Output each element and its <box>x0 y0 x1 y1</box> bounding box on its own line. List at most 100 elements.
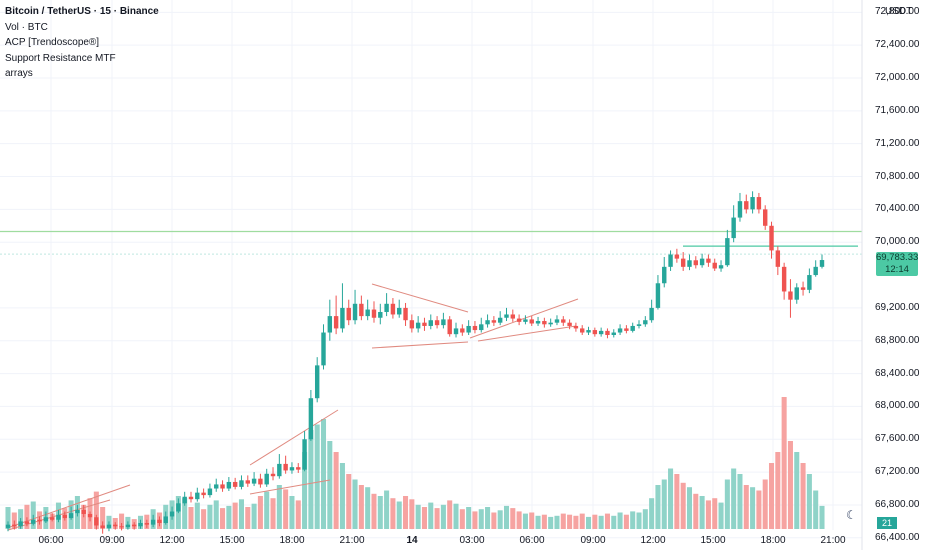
volume-bar <box>649 498 655 529</box>
time-tick-label[interactable]: 18:00 <box>279 535 305 546</box>
candle-body <box>81 509 86 514</box>
time-tick-label[interactable]: 15:00 <box>219 535 245 546</box>
volume-bar <box>712 498 718 529</box>
candle-body <box>756 197 762 210</box>
price-tick-label[interactable]: 70,800.00 <box>875 170 920 182</box>
candle-body <box>807 275 812 290</box>
time-tick-label[interactable]: 09:00 <box>580 535 606 546</box>
time-tick-label[interactable]: 18:00 <box>760 535 786 546</box>
volume-bar <box>737 474 743 529</box>
pattern-trendline <box>9 484 131 528</box>
candle-body <box>554 319 560 323</box>
price-tick-label[interactable]: 68,800.00 <box>875 334 920 346</box>
price-tick-label[interactable]: 66,800.00 <box>875 498 920 510</box>
symbol-title[interactable]: Bitcoin / TetherUS · 15 · Binance <box>5 6 159 17</box>
price-tick-label[interactable]: 72,800.00 <box>875 6 920 18</box>
candle-body <box>453 328 459 335</box>
candle-body <box>264 473 269 485</box>
candle-body <box>296 467 301 470</box>
pattern-lines <box>7 283 579 531</box>
candle-body <box>94 517 99 526</box>
volume-bar <box>579 513 585 529</box>
volume-bar <box>497 510 503 529</box>
volume-bar <box>264 491 270 529</box>
time-tick-label[interactable]: 12:00 <box>159 535 185 546</box>
candle-body <box>731 217 736 239</box>
candle-body <box>144 523 150 525</box>
time-tick-label[interactable]: 06:00 <box>519 535 545 546</box>
bar-countdown: 12:14 <box>885 264 909 275</box>
candle-body <box>434 320 440 326</box>
price-tick-label[interactable]: 70,000.00 <box>875 236 920 248</box>
volume-bar <box>428 502 434 529</box>
srmtf-indicator-label[interactable]: Support Resistance MTF <box>5 52 116 64</box>
price-tick-label[interactable]: 72,000.00 <box>875 72 920 83</box>
candle-body <box>31 519 36 524</box>
candle-body <box>125 524 131 528</box>
volume-bar <box>371 493 377 529</box>
price-tick-label[interactable]: 66,400.00 <box>875 531 920 543</box>
currency-unit[interactable]: USDT <box>885 6 913 17</box>
price-tick-label[interactable]: 68,400.00 <box>875 367 920 379</box>
candle-body <box>643 320 648 325</box>
candle-body <box>157 519 162 524</box>
candle-body <box>769 225 774 251</box>
candle-body <box>491 320 497 323</box>
candle-body <box>598 330 604 335</box>
candle-body <box>586 330 591 333</box>
candle-body <box>611 332 616 335</box>
time-tick-label[interactable]: 21:00 <box>820 535 846 546</box>
time-tick-label[interactable]: 15:00 <box>700 535 726 546</box>
candle-body <box>378 312 383 318</box>
volume-bar <box>270 498 276 529</box>
candle-body <box>479 324 484 331</box>
time-tick-label[interactable]: 14 <box>406 535 418 546</box>
volume-bar <box>93 491 99 529</box>
volume-bar <box>598 515 604 529</box>
price-tick-label[interactable]: 69,200.00 <box>875 301 920 313</box>
pattern-trendline <box>477 325 577 342</box>
time-tick-label[interactable]: 06:00 <box>38 535 64 546</box>
price-tick-label[interactable]: 71,600.00 <box>875 104 920 116</box>
volume-bar <box>592 514 598 529</box>
candle-body <box>504 314 509 318</box>
price-tick-label[interactable]: 67,200.00 <box>875 466 920 478</box>
volume-bar <box>403 496 409 529</box>
arrays-indicator-label[interactable]: arrays <box>5 68 33 79</box>
volume-bar <box>813 490 819 529</box>
time-tick-label[interactable]: 09:00 <box>99 535 125 546</box>
volume-bar <box>5 507 11 529</box>
time-tick-label[interactable]: 21:00 <box>339 535 365 546</box>
volume-bar <box>731 468 737 529</box>
volume-bar <box>636 512 642 529</box>
price-tick-label[interactable]: 72,400.00 <box>875 39 920 51</box>
candle-body <box>232 481 238 487</box>
volume-bar <box>529 512 535 529</box>
volume-bar <box>276 485 282 529</box>
volume-bar <box>327 441 333 529</box>
volume-bar <box>434 508 440 529</box>
volume-bar <box>567 514 573 529</box>
candle-body <box>636 324 642 326</box>
vol-indicator-label[interactable]: Vol · BTC <box>5 21 48 33</box>
volume-bar <box>680 482 686 529</box>
volume-bar <box>560 513 566 529</box>
price-tick-label[interactable]: 68,000.00 <box>875 400 920 412</box>
moon-icon[interactable]: ☾ <box>846 508 857 522</box>
last-price-value: 69,783.33 <box>876 252 919 263</box>
candle-body <box>655 283 661 308</box>
candle-body <box>580 328 585 333</box>
candle-body <box>548 322 553 325</box>
candle-body <box>176 503 181 512</box>
candle-body <box>371 309 377 318</box>
price-tick-label[interactable]: 67,600.00 <box>875 433 920 445</box>
candle-body <box>131 524 137 527</box>
time-tick-label[interactable]: 12:00 <box>640 535 666 546</box>
acp-indicator-label[interactable]: ACP [Trendoscope®] <box>5 37 100 48</box>
time-tick-label[interactable]: 03:00 <box>459 535 485 546</box>
volume-bar <box>201 509 207 529</box>
price-tick-label[interactable]: 70,400.00 <box>875 203 920 215</box>
price-tick-label[interactable]: 71,200.00 <box>875 137 920 149</box>
volume-bar <box>510 508 516 529</box>
